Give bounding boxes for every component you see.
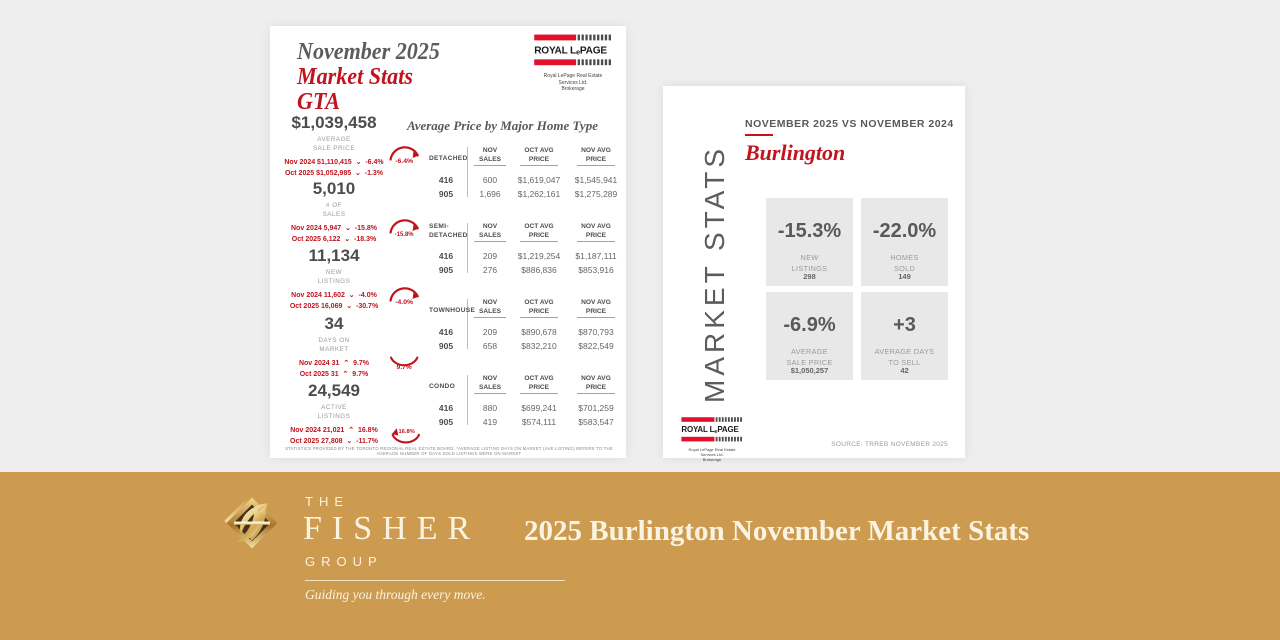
svg-text:-4.0%: -4.0% (395, 299, 413, 306)
svg-text:-6.4%: -6.4% (395, 158, 413, 165)
svg-text:16.8%: 16.8% (398, 429, 414, 435)
svg-text:ROYAL LePAGE: ROYAL LePAGE (681, 425, 738, 435)
svg-text:ROYAL LePAGE: ROYAL LePAGE (534, 46, 607, 57)
svg-text:9.7%: 9.7% (397, 364, 412, 371)
svg-text:-15.8%: -15.8% (395, 232, 415, 238)
